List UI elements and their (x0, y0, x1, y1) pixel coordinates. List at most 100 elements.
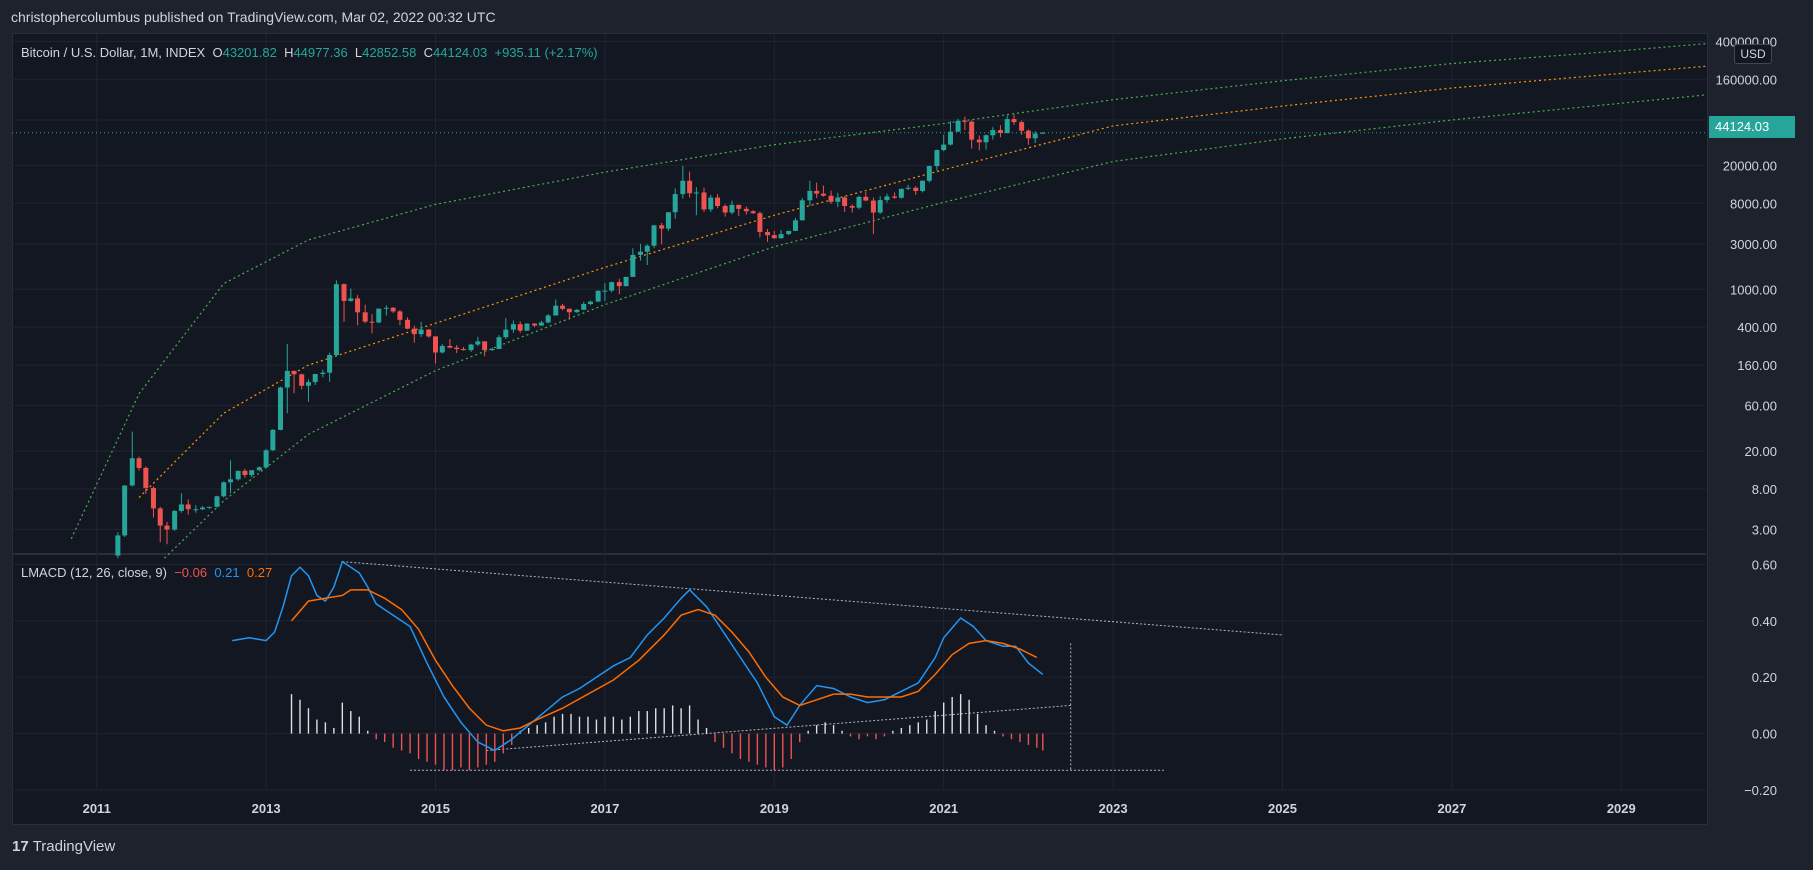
candle-body (1004, 119, 1010, 134)
candle-body (193, 509, 199, 511)
price-tick-label: 160000.00 (1716, 72, 1777, 87)
candle-body (496, 337, 502, 350)
candle-body (962, 120, 968, 122)
candle-body (348, 298, 354, 301)
brand-footer[interactable]: 17 TradingView (12, 838, 115, 855)
candle-body (510, 324, 516, 330)
candle-body (792, 220, 798, 231)
price-tick-label: 3000.00 (1730, 237, 1777, 252)
candle-body (870, 200, 876, 213)
channel-mid-line (138, 65, 1707, 498)
candle-body (362, 312, 368, 322)
candle-body (489, 349, 495, 351)
macd-tick-label: −0.20 (1744, 783, 1777, 798)
candle-body (877, 200, 883, 213)
currency-button[interactable]: USD (1734, 44, 1772, 64)
candle-body (460, 349, 466, 351)
channel-bands (70, 43, 1707, 559)
candlestick-series (115, 114, 1046, 559)
candle-body (680, 180, 686, 195)
candle-body (722, 205, 728, 213)
x-tick-label: 2029 (1607, 801, 1636, 816)
candle-body (863, 196, 869, 201)
candle-body (164, 525, 170, 530)
candle-body (842, 197, 848, 206)
candle-body (277, 387, 283, 430)
candle-body (136, 458, 142, 468)
candle-body (736, 204, 742, 209)
macd-axis: 0.60 0.40 0.20 0.00 −0.20 (1744, 557, 1777, 798)
macd-tick-label: 0.60 (1752, 557, 1777, 572)
candle-body (305, 382, 311, 386)
candle-body (129, 458, 135, 486)
macd-histogram (290, 694, 1044, 771)
candle-body (150, 487, 156, 509)
candle-body (574, 309, 580, 313)
macd-tick-label: 0.00 (1752, 727, 1777, 742)
candle-body (997, 129, 1003, 134)
price-axis: 400000.00160000.0060000.0020000.008000.0… (1716, 35, 1777, 538)
candle-body (228, 479, 234, 483)
candle-body (299, 374, 305, 386)
legend-high-value: 44977.36 (293, 45, 348, 60)
price-tick-label: 1000.00 (1730, 282, 1777, 297)
candle-body (545, 315, 551, 323)
candle-body (200, 507, 206, 510)
macd-tick-label: 0.20 (1752, 670, 1777, 685)
macd-legend[interactable]: LMACD (12, 26, close, 9) −0.06 0.21 0.27 (21, 565, 272, 580)
candle-body (630, 254, 636, 277)
x-tick-label: 2025 (1268, 801, 1297, 816)
channel-upper-line (70, 43, 1707, 539)
candle-body (468, 344, 474, 351)
candle-body (955, 120, 961, 132)
candle-body (383, 307, 389, 309)
candle-body (376, 308, 382, 323)
brand-name: TradingView (32, 838, 116, 855)
candle-body (926, 166, 932, 181)
candle-body (284, 370, 290, 388)
price-legend[interactable]: Bitcoin / U.S. Dollar, 1M, INDEX O43201.… (21, 45, 598, 60)
candle-body (708, 197, 714, 210)
candle-body (538, 322, 544, 326)
candle-body (206, 506, 212, 508)
tradingview-logo-icon: 17 (12, 838, 29, 855)
x-tick-label: 2027 (1437, 801, 1466, 816)
candle-body (778, 234, 784, 239)
x-tick-label: 2021 (929, 801, 958, 816)
candle-body (715, 197, 721, 206)
x-tick-label: 2019 (760, 801, 789, 816)
legend-open-value: 43201.82 (222, 45, 277, 60)
macd-legend-label: LMACD (12, 26, close, 9) (21, 565, 167, 580)
candle-body (828, 195, 834, 202)
candle-body (221, 482, 227, 497)
channel-lower-line (164, 94, 1707, 559)
candle-body (312, 373, 318, 383)
time-axis: 2011 2013 2015 2017 2019 2021 2023 2025 2027 2029 (83, 801, 1636, 816)
x-tick-label: 2023 (1099, 801, 1128, 816)
candle-body (750, 211, 756, 214)
candle-body (934, 150, 940, 167)
candle-body (327, 355, 333, 373)
candle-body (242, 470, 248, 476)
candle-body (947, 131, 953, 145)
candle-body (786, 230, 792, 235)
candle-body (143, 467, 149, 488)
candle-body (659, 225, 665, 229)
candle-body (595, 290, 601, 302)
candle-body (475, 341, 481, 345)
candle-body (969, 121, 975, 140)
candle-body (1011, 119, 1017, 123)
x-tick-label: 2015 (421, 801, 450, 816)
candle-body (291, 370, 297, 375)
candle-body (581, 304, 587, 310)
legend-low-value: 42852.58 (362, 45, 417, 60)
candle-body (983, 135, 989, 143)
candle-body (1032, 133, 1038, 139)
candle-body (1040, 132, 1046, 134)
candle-body (185, 504, 191, 510)
candle-body (418, 329, 424, 335)
candle-body (920, 180, 926, 191)
upper-trend-line (342, 561, 1283, 636)
x-tick-label: 2017 (590, 801, 619, 816)
